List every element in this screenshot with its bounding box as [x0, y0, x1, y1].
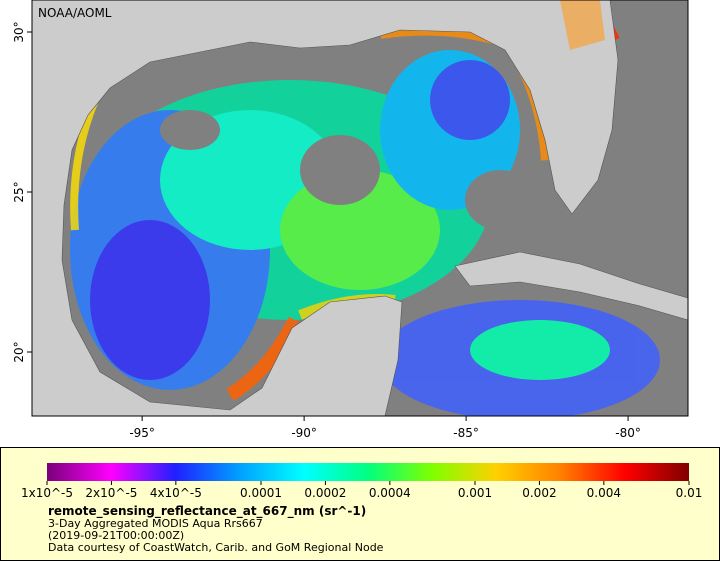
colorbar-tick-label: 1x10^-5 — [21, 486, 73, 500]
colorbar-tick-label: 0.0002 — [304, 486, 346, 500]
colorbar-tick-label: 0.0001 — [240, 486, 282, 500]
legend-variable: remote_sensing_reflectance_at_667_nm (sr… — [48, 504, 366, 519]
watermark-box — [34, 2, 134, 22]
colorbar-tick-label: 0.001 — [458, 486, 492, 500]
legend-time: (2019-09-21T00:00:00Z) — [48, 529, 184, 542]
colorbar-tick-label: 0.0004 — [369, 486, 411, 500]
data-swath — [70, 50, 660, 416]
plot-frame — [31, 0, 689, 417]
legend-credit: Data courtesy of CoastWatch, Carib. and … — [48, 541, 384, 554]
y-tick-label: 30° — [12, 21, 26, 42]
colorbar-tick-label: 2x10^-5 — [85, 486, 137, 500]
colorbar-tick-label: 0.002 — [522, 486, 556, 500]
watermark: NOAA/AOML — [38, 6, 112, 20]
y-tick-label: 20° — [12, 341, 26, 362]
coastal-highs — [560, 0, 605, 50]
cuba — [454, 251, 688, 321]
colorbar-tick-label: 0.004 — [587, 486, 621, 500]
legend-dataset: 3-Day Aggregated MODIS Aqua Rrs667 — [48, 517, 263, 530]
x-tick-label: -90° — [291, 426, 317, 440]
x-tick-label: -85° — [453, 426, 479, 440]
colorbar — [47, 463, 689, 481]
map-plot — [32, 0, 688, 416]
land — [32, 0, 619, 416]
x-tick-label: -95° — [129, 426, 155, 440]
colorbar-tick-label: 0.01 — [676, 486, 703, 500]
colorbar-tick-label: 4x10^-5 — [150, 486, 202, 500]
x-tick-label: -80° — [615, 426, 641, 440]
y-tick-label: 25° — [12, 181, 26, 202]
